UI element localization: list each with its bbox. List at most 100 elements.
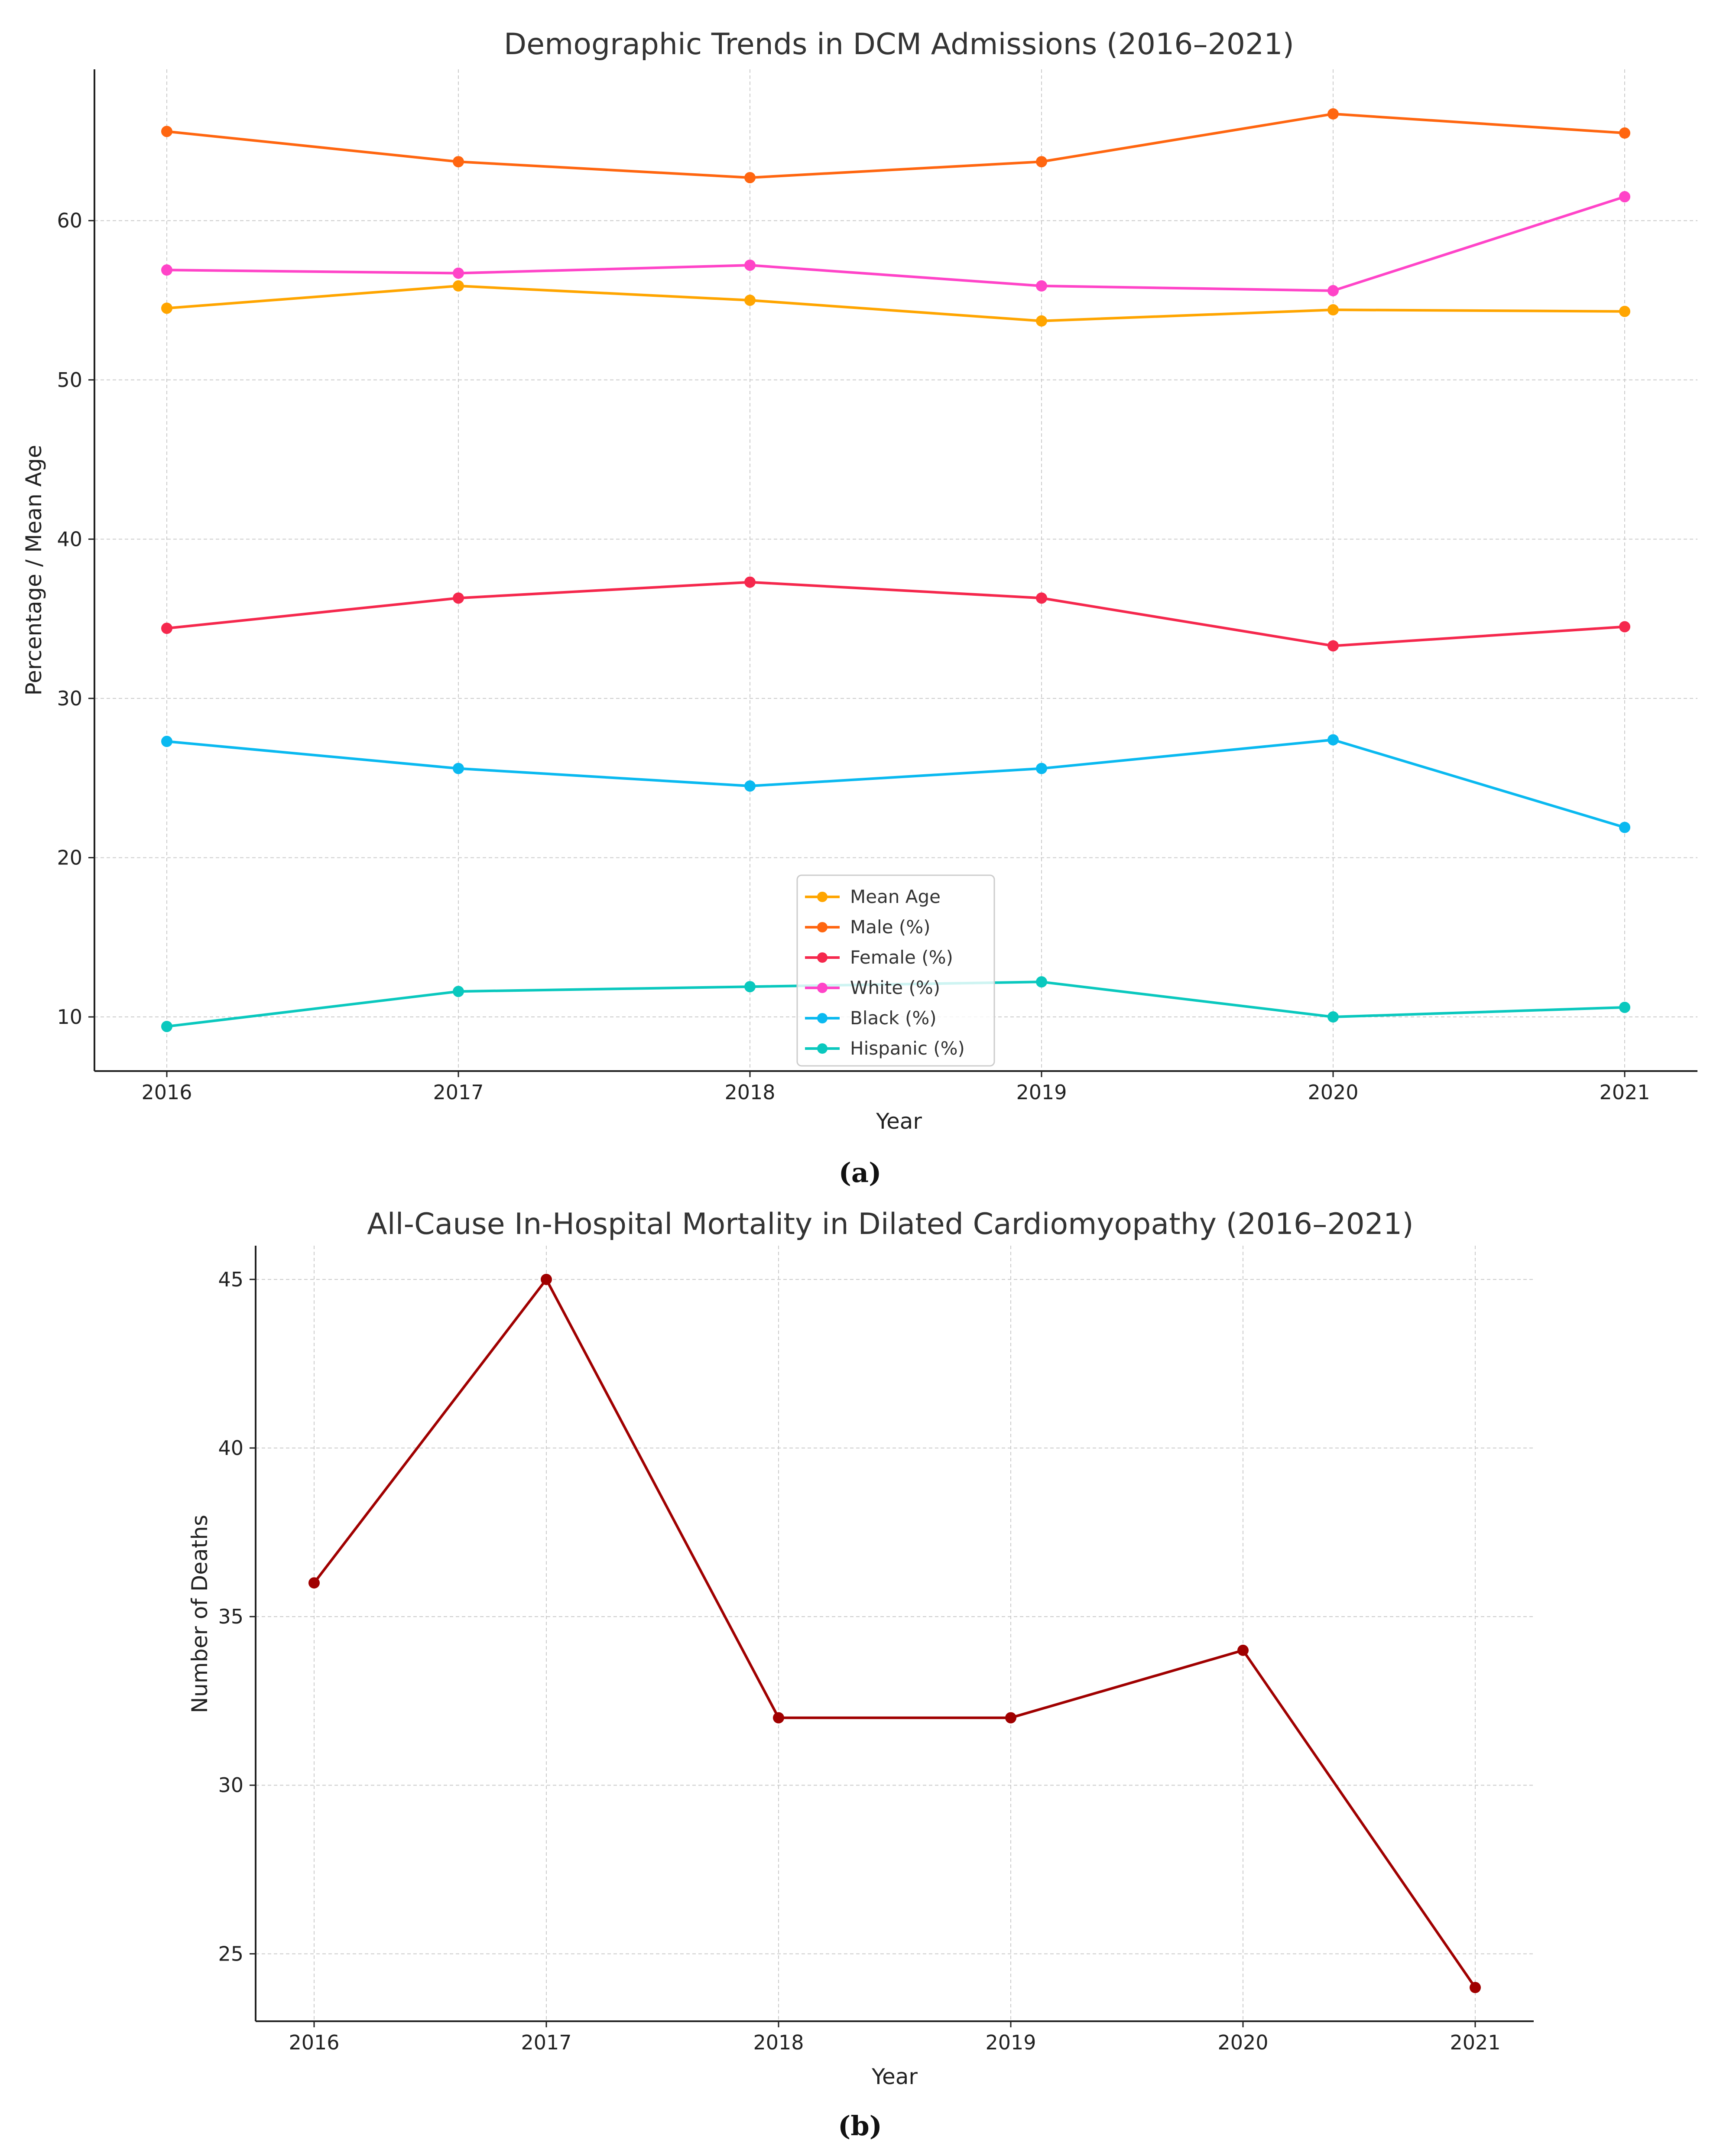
chart-a-point-white-2021 xyxy=(1619,191,1630,203)
chart-b-x-ticks: 2016 2017 2018 2019 2020 2021 xyxy=(289,2021,1501,2054)
chart-a-x-tick-label-2021: 2021 xyxy=(1599,1081,1650,1104)
chart-a-x-ticks: 2016 2017 2018 2019 2020 2021 xyxy=(141,1071,1650,1104)
chart-a-legend-label: Black (%) xyxy=(850,1007,937,1029)
chart-demographic-trends: Demographic Trends in DCM Admissions (20… xyxy=(21,27,1697,1188)
chart-a-point-hispanic-2016 xyxy=(161,1021,172,1033)
chart-b-series xyxy=(308,1273,1481,1994)
chart-a-series-female xyxy=(161,576,1630,652)
chart-a-legend-item-mean-age: Mean Age xyxy=(805,886,941,907)
chart-b-x-axis-label: Year xyxy=(871,2064,918,2089)
chart-a-y-tick-label-40: 40 xyxy=(57,527,82,551)
chart-a-x-tick-label-2019: 2019 xyxy=(1016,1081,1067,1104)
chart-a-point-mean-age-2018 xyxy=(744,294,756,306)
chart-a-point-mean-age-2017 xyxy=(453,280,464,292)
chart-a-legend-item-black: Black (%) xyxy=(805,1007,937,1029)
chart-b-x-tick-label-2021: 2021 xyxy=(1450,2031,1500,2054)
chart-a-y-ticks: 10 20 30 40 50 60 xyxy=(57,209,94,1029)
chart-a-point-black-2018 xyxy=(744,780,756,792)
chart-b-y-ticks: 25 30 35 40 45 xyxy=(218,1268,256,1965)
chart-a-point-female-2016 xyxy=(161,623,172,634)
chart-a-y-tick-label-60: 60 xyxy=(57,209,82,232)
chart-a-legend-swatch-marker xyxy=(817,983,828,993)
chart-a-legend-box xyxy=(796,874,995,1067)
chart-a-point-female-2021 xyxy=(1619,621,1630,633)
chart-a-point-female-2020 xyxy=(1327,640,1339,652)
chart-a-x-tick-label-2016: 2016 xyxy=(141,1081,192,1104)
chart-a-legend-swatch-marker xyxy=(817,892,828,902)
chart-a-point-male-2019 xyxy=(1036,156,1047,168)
chart-a-legend-swatch-marker xyxy=(817,922,828,932)
chart-a-point-male-2017 xyxy=(453,156,464,168)
chart-b-y-tick-label-30: 30 xyxy=(218,1773,243,1797)
chart-a-point-black-2019 xyxy=(1036,763,1047,774)
chart-a-point-male-2021 xyxy=(1619,127,1630,139)
chart-a-point-black-2021 xyxy=(1619,821,1630,833)
chart-b-point-deaths-2017 xyxy=(541,1273,552,1285)
chart-a-point-mean-age-2020 xyxy=(1327,304,1339,316)
chart-a-y-tick-label-20: 20 xyxy=(57,846,82,869)
chart-a-point-black-2017 xyxy=(453,763,464,774)
chart-a-y-axis-label: Percentage / Mean Age xyxy=(21,445,46,696)
chart-b-point-deaths-2016 xyxy=(308,1577,320,1589)
chart-a-legend-swatch-marker xyxy=(817,1013,828,1023)
chart-a-point-female-2019 xyxy=(1036,592,1047,604)
chart-a-point-male-2018 xyxy=(744,172,756,183)
chart-in-hospital-mortality: All-Cause In-Hospital Mortality in Dilat… xyxy=(187,1207,1534,2142)
chart-a-legend-item-hispanic: Hispanic (%) xyxy=(805,1038,965,1059)
chart-b-point-deaths-2019 xyxy=(1005,1712,1016,1724)
chart-a-point-hispanic-2021 xyxy=(1619,1001,1630,1013)
chart-a-x-tick-label-2020: 2020 xyxy=(1308,1081,1358,1104)
chart-a-line-male xyxy=(166,112,1625,179)
chart-b-x-tick-label-2019: 2019 xyxy=(985,2031,1036,2054)
chart-a-legend-swatch-marker xyxy=(817,952,828,963)
chart-a-series-mean-age xyxy=(161,280,1630,327)
chart-a-legend-item-white: White (%) xyxy=(805,977,940,998)
chart-b-line-deaths xyxy=(313,1278,1477,1988)
chart-a-point-hispanic-2017 xyxy=(453,986,464,997)
chart-a-legend-item-male: Male (%) xyxy=(805,916,931,938)
chart-a-point-black-2020 xyxy=(1327,734,1339,746)
chart-b-y-axis-label: Number of Deaths xyxy=(187,1515,212,1713)
chart-a-point-female-2017 xyxy=(453,592,464,604)
chart-a-legend-item-female: Female (%) xyxy=(805,947,953,968)
chart-a-series-black xyxy=(161,734,1630,833)
chart-a-point-mean-age-2019 xyxy=(1036,315,1047,327)
chart-b-y-tick-label-40: 40 xyxy=(218,1436,243,1460)
chart-a-series-male xyxy=(161,108,1630,183)
chart-a-legend-label: White (%) xyxy=(850,977,940,998)
chart-a-panel-label: (a) xyxy=(839,1157,882,1188)
chart-a-point-white-2018 xyxy=(744,260,756,271)
chart-b-axes xyxy=(255,1246,1534,2022)
chart-a-point-white-2016 xyxy=(161,264,172,276)
chart-a-legend-label: Hispanic (%) xyxy=(850,1038,965,1059)
chart-a-point-female-2018 xyxy=(744,576,756,588)
chart-b-x-tick-label-2016: 2016 xyxy=(289,2031,339,2054)
chart-b-x-tick-label-2020: 2020 xyxy=(1217,2031,1268,2054)
chart-a-series-white xyxy=(161,191,1630,296)
chart-a-legend-label: Male (%) xyxy=(850,916,931,938)
chart-a-point-black-2016 xyxy=(161,736,172,747)
chart-a-gridlines xyxy=(94,69,1697,1071)
chart-a-line-black xyxy=(166,738,1625,829)
chart-a-x-tick-label-2018: 2018 xyxy=(724,1081,775,1104)
chart-a-point-hispanic-2019 xyxy=(1036,976,1047,988)
chart-a-x-tick-label-2017: 2017 xyxy=(433,1081,484,1104)
chart-a-point-hispanic-2020 xyxy=(1327,1011,1339,1023)
chart-b-y-tick-label-35: 35 xyxy=(218,1605,243,1628)
chart-a-point-white-2019 xyxy=(1036,280,1047,292)
chart-a-x-axis-label: Year xyxy=(876,1109,922,1134)
chart-a-y-tick-label-50: 50 xyxy=(57,368,82,392)
chart-a-legend-label: Mean Age xyxy=(850,886,941,907)
chart-b-gridlines xyxy=(256,1246,1534,2021)
chart-a-point-white-2020 xyxy=(1327,285,1339,296)
chart-b-point-deaths-2020 xyxy=(1237,1644,1249,1656)
chart-a-title: Demographic Trends in DCM Admissions (20… xyxy=(504,27,1294,62)
chart-a-point-mean-age-2016 xyxy=(161,302,172,314)
chart-a-line-female xyxy=(166,581,1625,647)
chart-b-x-tick-label-2017: 2017 xyxy=(521,2031,571,2054)
chart-a-point-white-2017 xyxy=(453,267,464,279)
chart-b-y-tick-label-25: 25 xyxy=(218,1942,243,1965)
chart-a-axes xyxy=(94,69,1697,1072)
chart-a-point-mean-age-2021 xyxy=(1619,305,1630,317)
